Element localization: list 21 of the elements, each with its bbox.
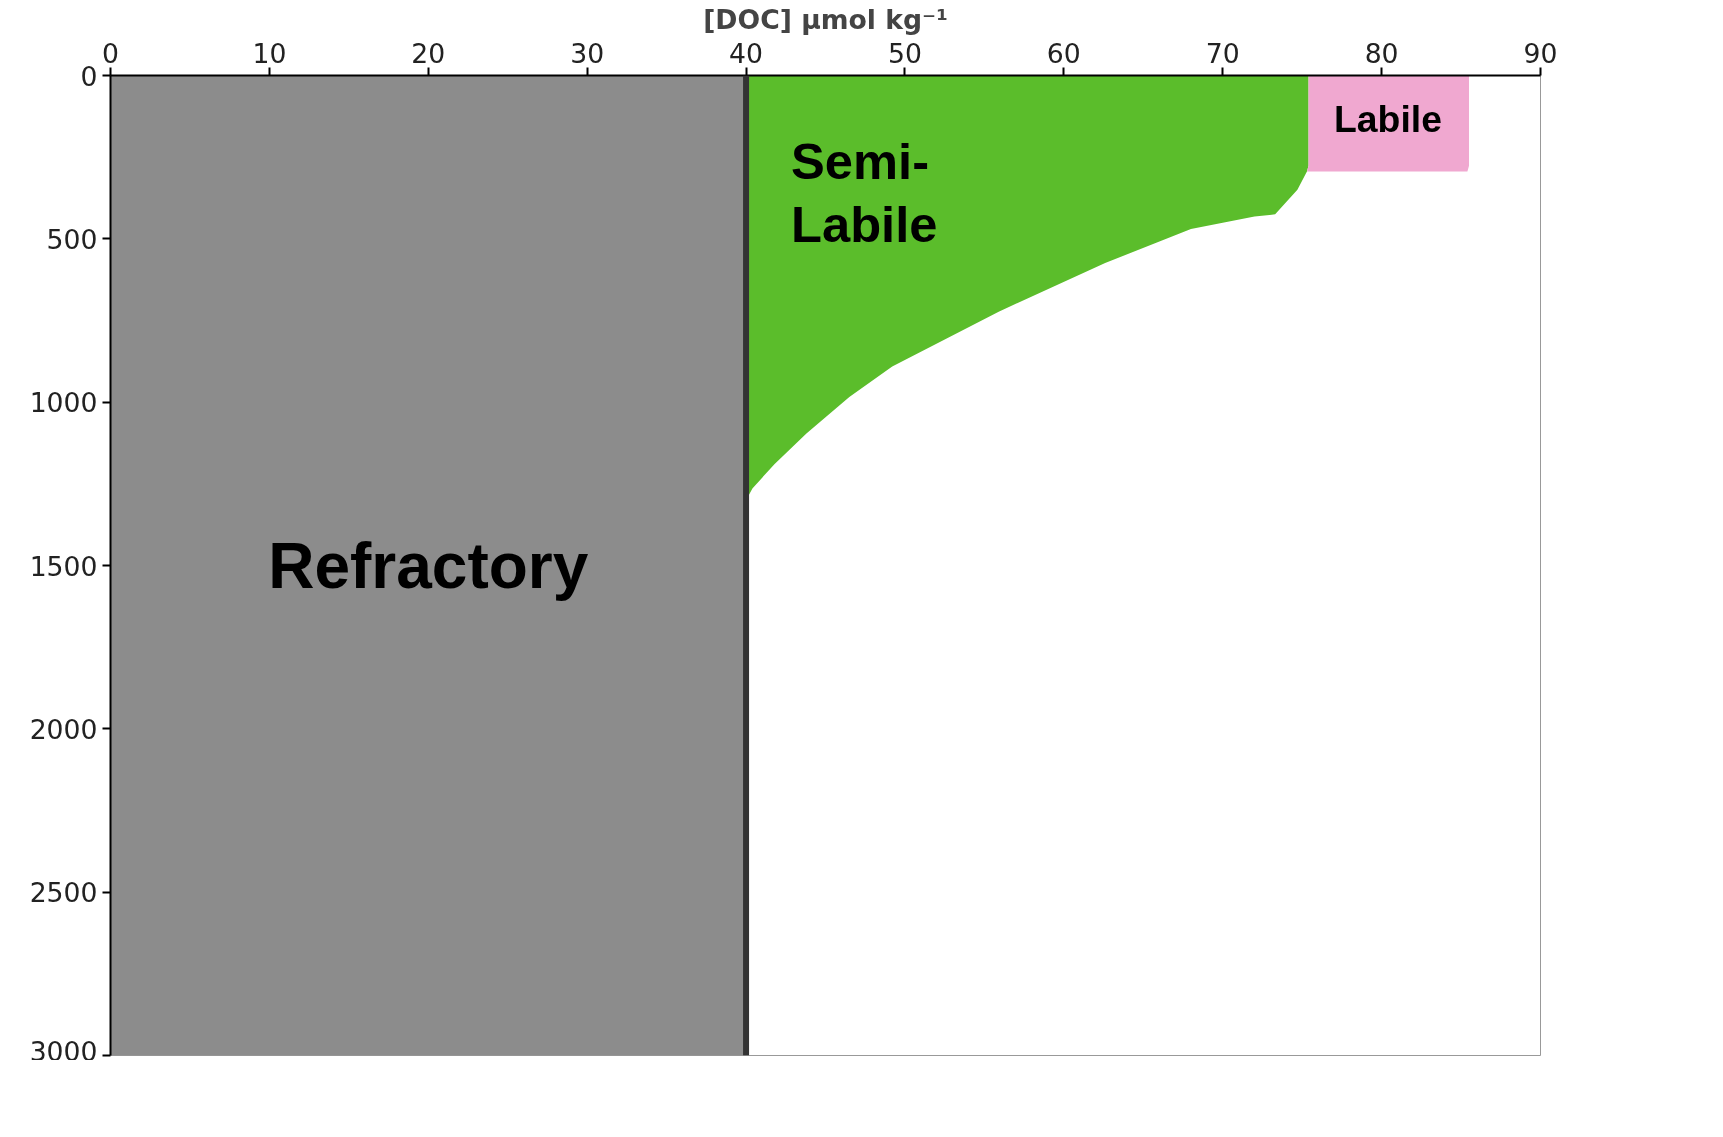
x-tick-label: 60 [1046,37,1081,69]
y-tick-label: 2500 [29,877,98,909]
y-tick-label: 3000 [29,1035,98,1067]
series-label: Labile [1334,97,1442,140]
x-tick-label: 90 [1523,37,1558,69]
x-tick-label: 0 [102,37,119,69]
x-axis-title: [DOC] µmol kg⁻¹ [703,3,948,35]
series-label: Refractory [268,529,589,602]
x-tick-label: 40 [729,37,764,69]
x-tick-label: 50 [887,37,922,69]
x-tick-label: 30 [570,37,605,69]
x-tick-label: 70 [1205,37,1240,69]
y-tick-label: 2000 [29,713,98,745]
series-label: Semi-Labile [791,133,938,253]
y-tick-label: 0 [80,60,98,92]
x-tick-label: 10 [252,37,287,69]
y-tick-label: 1500 [29,550,98,582]
y-tick-label: 1000 [29,387,98,419]
x-tick-label: 80 [1364,37,1399,69]
y-tick-label: 500 [46,223,98,255]
x-tick-label: 20 [411,37,446,69]
